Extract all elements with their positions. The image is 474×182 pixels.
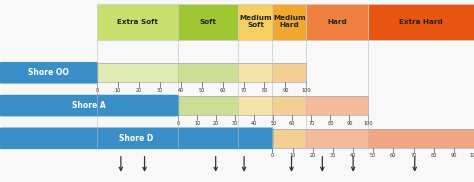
Text: 80: 80 (327, 120, 334, 126)
Bar (273, 4, 306, 40)
Text: 20: 20 (310, 153, 316, 158)
Text: Hard: Hard (328, 19, 347, 25)
Bar (273, 129, 306, 148)
Bar (273, 96, 306, 115)
Bar (178, 4, 238, 40)
Text: 30: 30 (157, 88, 163, 93)
Text: 60: 60 (289, 120, 296, 126)
Text: 50: 50 (270, 120, 276, 126)
Text: 80: 80 (430, 153, 437, 158)
Bar (306, 96, 368, 115)
Text: Extra Soft: Extra Soft (117, 19, 158, 25)
Text: 70: 70 (308, 120, 315, 126)
Text: 30: 30 (232, 120, 238, 126)
Bar (97, 63, 178, 82)
Text: Shore A: Shore A (72, 101, 106, 110)
Text: 10: 10 (289, 153, 296, 158)
Text: Medium
Hard: Medium Hard (273, 15, 306, 28)
Bar (178, 96, 368, 115)
Text: 90: 90 (451, 153, 457, 158)
Text: Extra Hard: Extra Hard (400, 19, 443, 25)
Text: 0: 0 (271, 153, 274, 158)
Text: 50: 50 (370, 153, 376, 158)
Text: 60: 60 (219, 88, 226, 93)
Text: 20: 20 (136, 88, 142, 93)
Text: 0: 0 (96, 88, 99, 93)
Text: 90: 90 (282, 88, 289, 93)
Text: 30: 30 (330, 153, 336, 158)
Text: 80: 80 (261, 88, 268, 93)
Bar (238, 96, 273, 115)
Text: 0: 0 (176, 120, 180, 126)
FancyBboxPatch shape (0, 127, 273, 149)
Bar (238, 4, 273, 40)
Text: 10: 10 (115, 88, 121, 93)
Bar (97, 4, 178, 40)
Bar (306, 129, 368, 148)
Text: 100: 100 (301, 88, 311, 93)
FancyBboxPatch shape (0, 62, 98, 84)
Text: 40: 40 (178, 88, 184, 93)
Text: 100: 100 (469, 153, 474, 158)
Bar (97, 63, 306, 82)
Text: Medium
Soft: Medium Soft (239, 15, 272, 28)
FancyBboxPatch shape (0, 95, 179, 116)
Bar (368, 129, 474, 148)
Text: 20: 20 (213, 120, 219, 126)
Text: 100: 100 (364, 120, 374, 126)
Text: 40: 40 (350, 153, 356, 158)
Text: Soft: Soft (200, 19, 217, 25)
Bar (273, 129, 474, 148)
Bar (273, 63, 306, 82)
Bar (178, 96, 238, 115)
Text: 70: 70 (410, 153, 417, 158)
Text: 90: 90 (346, 120, 353, 126)
Bar (178, 63, 238, 82)
Bar (368, 4, 474, 40)
Text: Shore OO: Shore OO (28, 68, 69, 77)
Text: 60: 60 (390, 153, 397, 158)
Bar (238, 63, 273, 82)
Text: 50: 50 (199, 88, 205, 93)
Text: Shore D: Shore D (119, 134, 153, 143)
Text: 40: 40 (251, 120, 257, 126)
Text: 70: 70 (240, 88, 247, 93)
Bar (306, 4, 368, 40)
Text: 10: 10 (194, 120, 201, 126)
